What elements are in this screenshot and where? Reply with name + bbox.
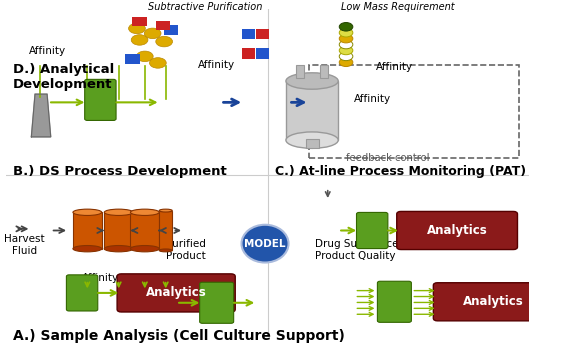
Text: Harvest
Fluid: Harvest Fluid bbox=[5, 235, 45, 256]
Ellipse shape bbox=[105, 209, 133, 216]
Text: Analytics: Analytics bbox=[146, 286, 207, 299]
Circle shape bbox=[339, 34, 353, 43]
FancyBboxPatch shape bbox=[164, 26, 178, 35]
Circle shape bbox=[149, 58, 166, 68]
Text: A.) Sample Analysis (Cell Culture Support): A.) Sample Analysis (Cell Culture Suppor… bbox=[12, 329, 344, 343]
FancyBboxPatch shape bbox=[433, 283, 554, 321]
FancyBboxPatch shape bbox=[377, 281, 411, 322]
Text: Purified
Product: Purified Product bbox=[166, 239, 206, 261]
Text: B.) DS Process Development: B.) DS Process Development bbox=[12, 165, 226, 178]
Text: C.) At-line Process Monitoring (PAT): C.) At-line Process Monitoring (PAT) bbox=[275, 165, 527, 178]
Circle shape bbox=[339, 46, 353, 55]
Text: Affinity: Affinity bbox=[30, 46, 66, 56]
Ellipse shape bbox=[286, 73, 338, 89]
Bar bbox=[131, 212, 159, 249]
Text: Affinity: Affinity bbox=[354, 94, 391, 104]
FancyBboxPatch shape bbox=[256, 29, 269, 39]
Circle shape bbox=[339, 52, 353, 61]
FancyBboxPatch shape bbox=[132, 17, 147, 26]
Circle shape bbox=[339, 40, 353, 49]
Ellipse shape bbox=[73, 246, 102, 252]
Circle shape bbox=[144, 28, 161, 39]
Text: feedback control: feedback control bbox=[346, 153, 429, 163]
Ellipse shape bbox=[73, 209, 102, 216]
Ellipse shape bbox=[131, 246, 159, 252]
Bar bbox=[296, 65, 304, 78]
Circle shape bbox=[339, 28, 353, 37]
Ellipse shape bbox=[131, 209, 159, 216]
FancyBboxPatch shape bbox=[241, 48, 255, 59]
FancyBboxPatch shape bbox=[66, 275, 98, 311]
Ellipse shape bbox=[105, 246, 133, 252]
Circle shape bbox=[339, 22, 353, 31]
Text: Analytics: Analytics bbox=[463, 295, 524, 308]
FancyBboxPatch shape bbox=[200, 282, 233, 323]
FancyBboxPatch shape bbox=[396, 211, 517, 249]
FancyBboxPatch shape bbox=[117, 274, 235, 312]
Text: Drug Substance
Product Quality: Drug Substance Product Quality bbox=[315, 239, 398, 261]
Bar bbox=[73, 212, 102, 249]
FancyBboxPatch shape bbox=[241, 29, 255, 39]
Text: D.) Analytical
Development: D.) Analytical Development bbox=[12, 63, 114, 91]
Bar bbox=[159, 211, 172, 251]
Text: Low Mass Requirement: Low Mass Requirement bbox=[341, 2, 455, 12]
Bar bbox=[105, 212, 133, 249]
FancyBboxPatch shape bbox=[256, 48, 269, 59]
Bar bbox=[320, 65, 328, 78]
Text: Affinity: Affinity bbox=[82, 273, 119, 283]
FancyBboxPatch shape bbox=[126, 54, 140, 64]
Text: Analytics: Analytics bbox=[427, 224, 487, 237]
Bar bbox=[306, 138, 319, 148]
FancyBboxPatch shape bbox=[85, 79, 116, 120]
Circle shape bbox=[131, 35, 148, 45]
Circle shape bbox=[339, 58, 353, 66]
Ellipse shape bbox=[159, 209, 172, 212]
Circle shape bbox=[128, 23, 145, 34]
Text: MODEL: MODEL bbox=[244, 239, 286, 249]
Circle shape bbox=[136, 51, 153, 62]
FancyBboxPatch shape bbox=[156, 20, 170, 30]
Ellipse shape bbox=[159, 249, 172, 252]
Ellipse shape bbox=[286, 132, 338, 148]
Text: Subtractive Purification: Subtractive Purification bbox=[148, 2, 262, 12]
Circle shape bbox=[156, 36, 173, 47]
Polygon shape bbox=[31, 94, 51, 137]
Ellipse shape bbox=[241, 225, 289, 263]
Text: Affinity: Affinity bbox=[198, 60, 235, 70]
FancyBboxPatch shape bbox=[357, 212, 388, 248]
Text: Affinity: Affinity bbox=[376, 62, 413, 72]
Bar bbox=[286, 81, 338, 140]
